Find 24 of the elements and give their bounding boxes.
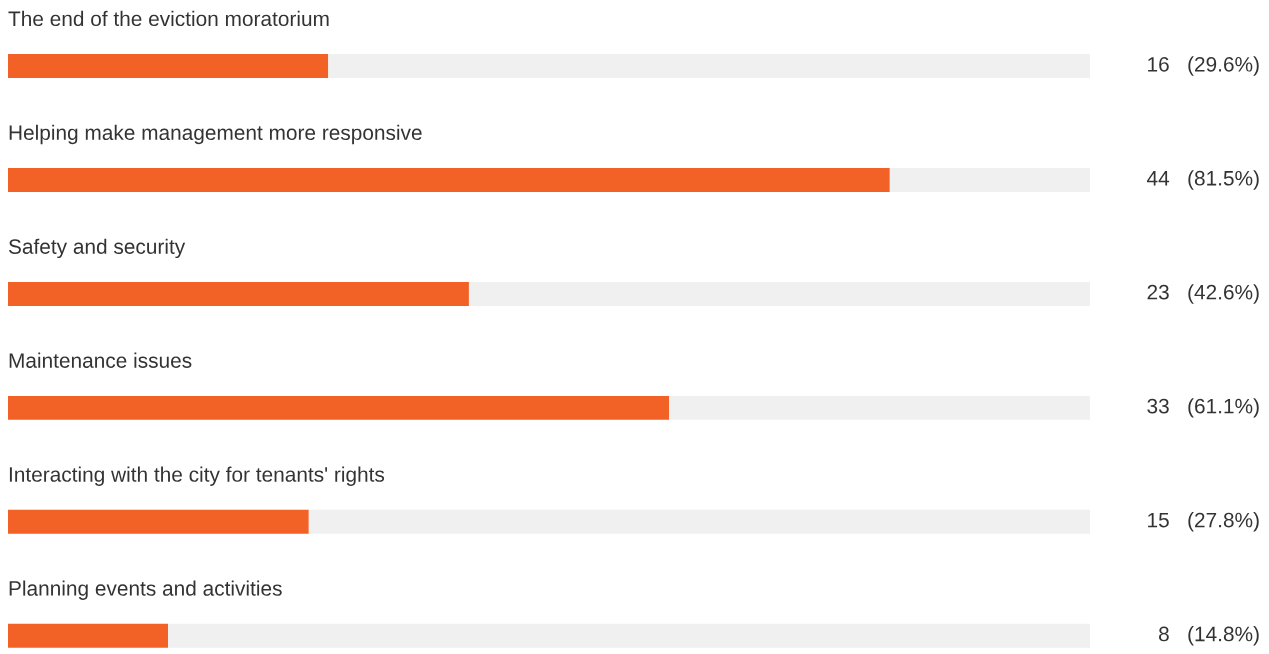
data-label: 44 (81.5%) [1147, 170, 1259, 190]
y-tick-label: Maintenance issues [9, 352, 192, 368]
bar [308, 509, 1090, 534]
bar [8, 54, 329, 79]
data-label: 15 (27.8%) [1148, 512, 1259, 532]
bar [8, 395, 670, 420]
y-tick-label: Safety and security [8, 238, 186, 259]
y-tick-label: Planning events and activities [9, 580, 282, 600]
bar [168, 623, 1090, 648]
y-tick-label: Interacting with the city for tenants' rights [9, 466, 385, 486]
bar [8, 509, 309, 534]
y-tick-label: The end of the eviction moratorium [8, 10, 329, 27]
data-label: 33 (61.1%) [1147, 398, 1259, 418]
bar [8, 168, 890, 192]
bar [669, 395, 1090, 420]
data-label: 16 (29.6%) [1148, 56, 1259, 76]
bar [468, 281, 1090, 306]
bar [8, 623, 169, 648]
bar [889, 168, 1090, 192]
bar [328, 54, 1090, 79]
y-tick-label: Helping make management more responsive [9, 124, 422, 145]
data-label: 8 (14.8%) [1159, 626, 1259, 646]
bar [8, 281, 469, 306]
data-label: 23 (42.6%) [1147, 284, 1259, 304]
